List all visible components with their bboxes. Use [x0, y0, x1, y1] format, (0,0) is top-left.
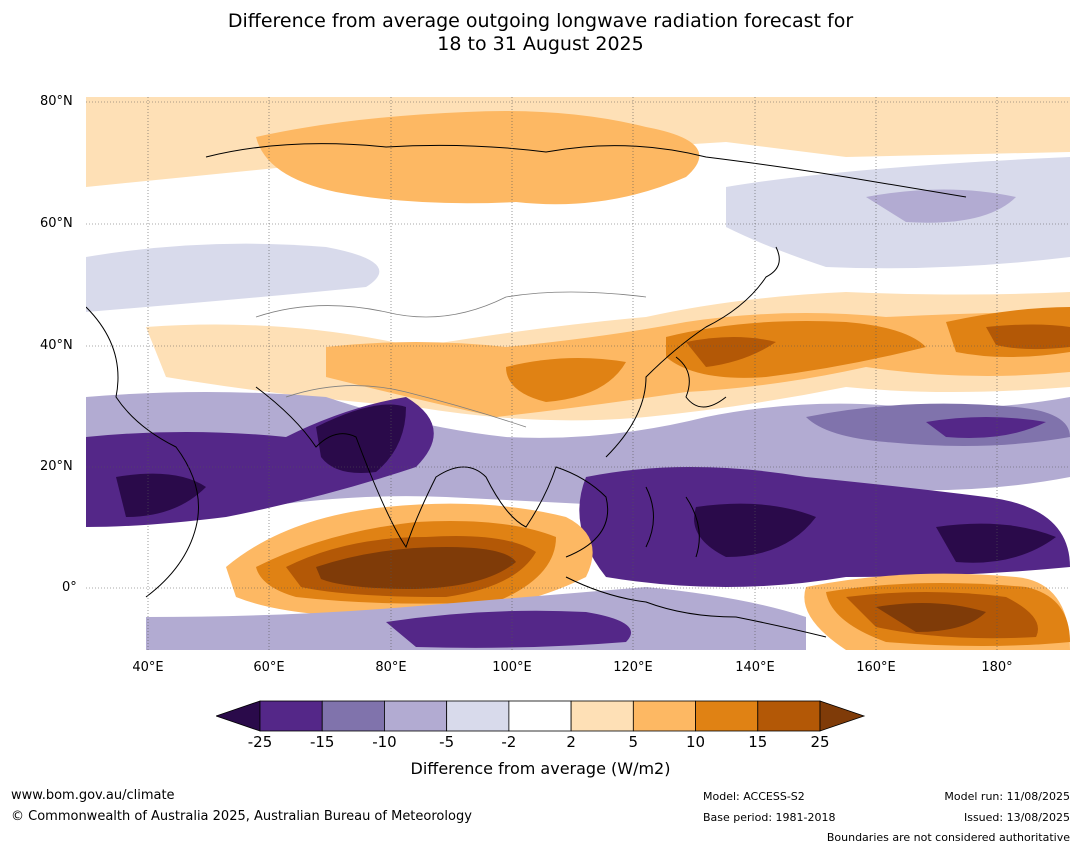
colorbar-segment [508, 700, 572, 732]
colorbar-tick-label: -25 [247, 733, 273, 751]
country-borders [255, 291, 647, 428]
lat-label-80n: 80°N [40, 94, 73, 109]
colorbar-svg [214, 700, 866, 732]
colorbar-arrow-high [819, 700, 866, 732]
lat-label-60n: 60°N [40, 216, 73, 231]
contour-fill [316, 404, 406, 473]
colorbar-tick-label: 10 [686, 733, 706, 751]
colorbar-tick-label: 5 [628, 733, 639, 751]
colorbar-segment [384, 700, 448, 732]
footer-issued: Issued: 13/08/2025 [963, 811, 1070, 824]
contour-fill [316, 547, 516, 589]
footer-base-period: Base period: 1981-2018 [703, 811, 836, 824]
colorbar-arrow-low [214, 700, 261, 732]
lat-label-40n: 40°N [40, 338, 73, 353]
lon-label-80e: 80°E [375, 660, 407, 675]
contour-fill [666, 321, 926, 378]
lon-label-160e: 160°E [856, 660, 896, 675]
colorbar-label: Difference from average (W/m2) [410, 759, 671, 778]
colorbar-segment [632, 700, 696, 732]
contour-fill [986, 324, 1070, 350]
colorbar-tick-label: -10 [372, 733, 397, 751]
contour-fill [506, 358, 626, 402]
lat-label-20n: 20°N [40, 459, 73, 474]
contour-fill [116, 473, 206, 517]
contour-fill [579, 467, 1070, 587]
contour-fill [876, 603, 986, 632]
colorbar-segment [570, 700, 634, 732]
colorbar-tick-label: 25 [810, 733, 830, 751]
contour-fill [936, 523, 1056, 563]
footer-model-run: Model run: 11/08/2025 [944, 790, 1070, 803]
lon-label-60e: 60°E [253, 660, 285, 675]
contour-fill [866, 189, 1016, 223]
colorbar [214, 700, 866, 732]
colorbar-tick-label: -15 [309, 733, 335, 751]
colorbar-tick-label: -5 [439, 733, 455, 751]
contour-fill [926, 417, 1046, 438]
colorbar-segment [321, 700, 385, 732]
title-line-1: Difference from average outgoing longwav… [227, 10, 854, 32]
lon-label-100e: 100°E [492, 660, 532, 675]
lon-label-40e: 40°E [132, 660, 164, 675]
gridlines [86, 97, 1070, 650]
title-line-2: 18 to 31 August 2025 [437, 33, 644, 55]
lon-label-180: 180° [981, 660, 1013, 675]
contour-fill [86, 243, 380, 312]
colorbar-segment [695, 700, 759, 732]
lon-label-120e: 120°E [613, 660, 653, 675]
colorbar-tick-label: 15 [748, 733, 768, 751]
chart-title: Difference from average outgoing longwav… [0, 10, 1081, 56]
colorbar-tick-label: -2 [501, 733, 517, 751]
colorbar-segment [446, 700, 510, 732]
contour-fill [694, 503, 816, 557]
anomaly-map [86, 97, 1070, 650]
footer-url: www.bom.gov.au/climate [11, 788, 175, 803]
contour-fill [256, 111, 700, 205]
lon-label-140e: 140°E [735, 660, 775, 675]
colorbar-tick-label: 2 [566, 733, 576, 751]
footer-disclaimer: Boundaries are not considered authoritat… [826, 831, 1070, 844]
footer-model: Model: ACCESS-S2 [703, 790, 805, 803]
contour-fill [686, 337, 776, 367]
map-svg [86, 97, 1070, 650]
contour-fill [386, 610, 631, 648]
colorbar-segment [757, 700, 821, 732]
lat-label-0: 0° [62, 580, 77, 595]
colorbar-segment [259, 700, 323, 732]
coastlines [86, 143, 967, 638]
footer-copyright: © Commonwealth of Australia 2025, Austra… [11, 809, 472, 824]
